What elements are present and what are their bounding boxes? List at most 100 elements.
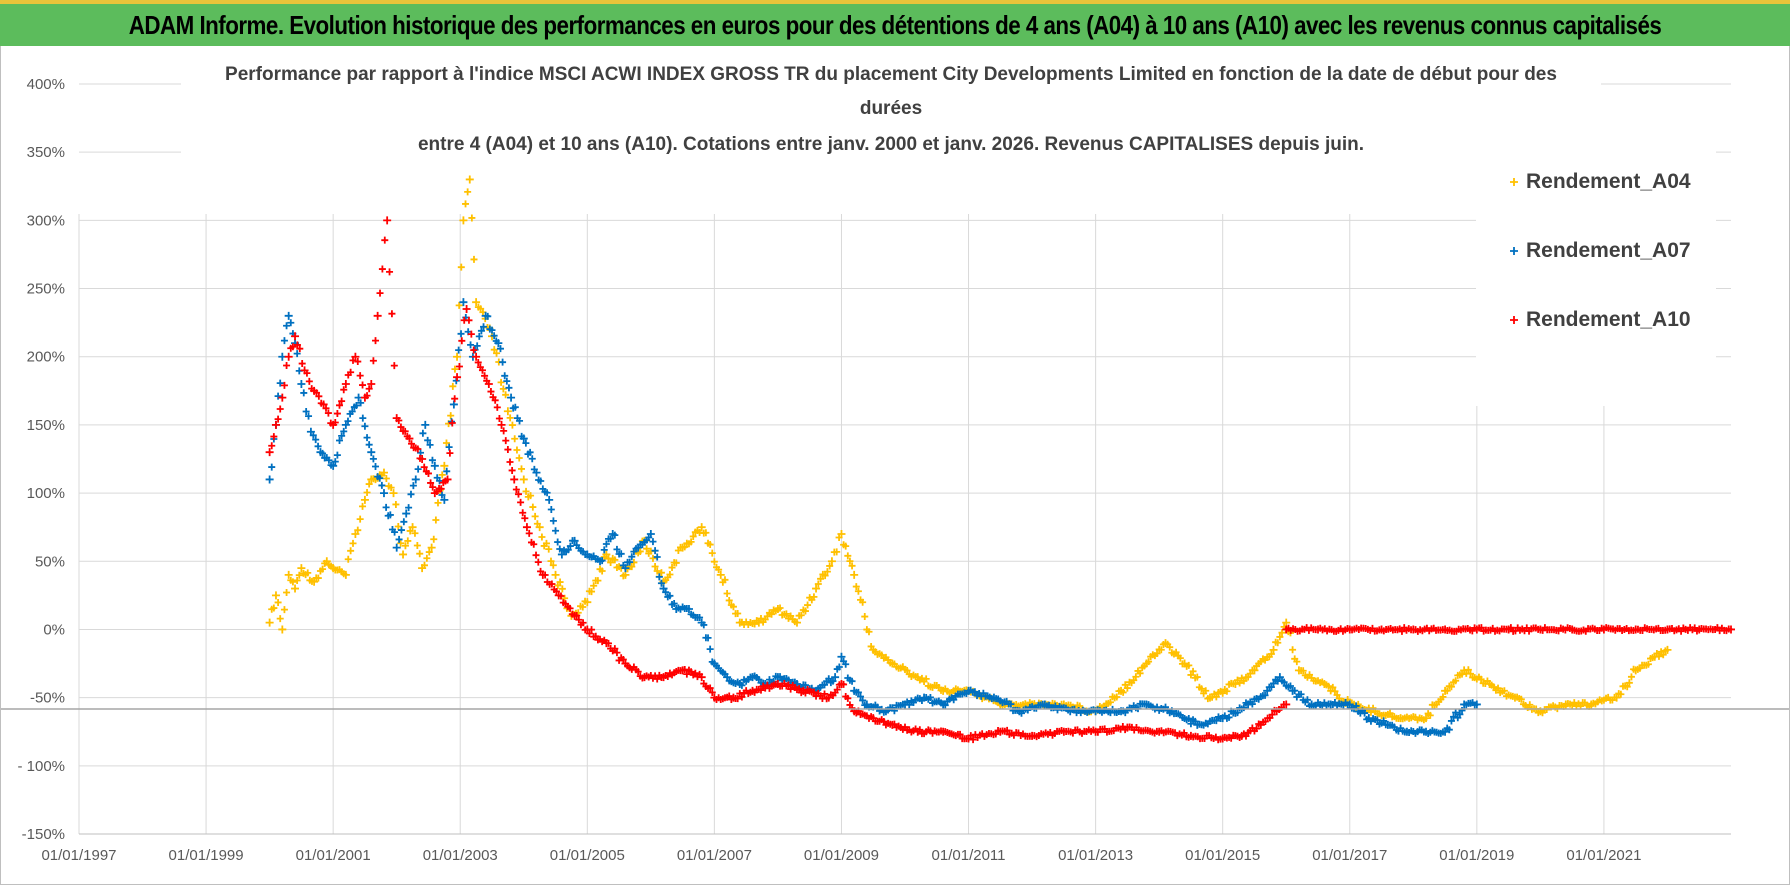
data-point: [763, 612, 771, 620]
data-point: [621, 564, 630, 573]
data-point: [683, 670, 691, 678]
data-point: [554, 538, 562, 546]
data-point: [643, 545, 651, 553]
data-point: [621, 570, 630, 579]
data-point: [504, 446, 512, 454]
data-point: [1373, 716, 1381, 724]
data-point: [283, 362, 291, 370]
data-point: [659, 584, 668, 593]
data-point: [424, 436, 432, 444]
data-point: [493, 403, 501, 411]
data-point: [508, 421, 516, 429]
data-point: [401, 542, 409, 550]
data-point: [276, 379, 284, 387]
data-point: [607, 559, 615, 567]
data-point: [333, 451, 341, 459]
data-point: [668, 564, 676, 572]
data-point: [1293, 658, 1301, 666]
data-point: [451, 395, 459, 403]
data-point: [305, 412, 313, 420]
data-point: [496, 345, 504, 353]
x-tick-label: 01/01/2001: [296, 847, 371, 864]
data-point: [628, 553, 636, 561]
data-point: [467, 330, 475, 338]
data-point: [617, 550, 625, 558]
data-point: [1234, 709, 1242, 717]
x-tick-label: 01/01/1997: [41, 847, 116, 864]
data-point: [1280, 678, 1288, 686]
data-point: [1644, 660, 1652, 668]
data-point: [306, 427, 315, 436]
data-point: [734, 610, 742, 618]
data-point: [611, 645, 619, 653]
data-point: [971, 688, 979, 696]
data-point: [1219, 689, 1227, 697]
data-point: [1441, 727, 1450, 736]
data-point: [284, 352, 293, 361]
data-point: [500, 427, 508, 435]
data-point: [477, 327, 485, 335]
data-point: [532, 551, 540, 559]
data-point: [280, 606, 288, 614]
data-point: [1106, 698, 1114, 706]
data-point: [1286, 682, 1294, 690]
data-point: [710, 558, 718, 566]
data-point: [706, 645, 714, 653]
data-point: [537, 477, 545, 485]
data-point: [351, 530, 360, 538]
data-point: [865, 628, 873, 636]
data-point: [1236, 679, 1244, 687]
data-point: [302, 407, 310, 415]
data-point: [438, 471, 446, 479]
data-point: [276, 405, 284, 413]
data-point: [414, 445, 422, 453]
data-point: [265, 475, 274, 484]
data-point: [459, 216, 468, 225]
data-point: [670, 600, 678, 608]
data-point: [305, 377, 313, 385]
data-point: [602, 540, 610, 548]
data-point: [287, 319, 295, 327]
data-point: [378, 265, 386, 273]
data-point: [424, 469, 432, 477]
data-point: [1231, 680, 1240, 688]
data-point: [1003, 726, 1011, 734]
y-tick-label: 300%: [27, 212, 65, 229]
data-point: [499, 358, 507, 366]
y-tick-label: 350%: [27, 144, 65, 161]
data-point: [467, 341, 475, 349]
data-point: [365, 441, 373, 449]
data-point: [426, 441, 434, 449]
data-point: [662, 588, 670, 596]
data-point: [405, 504, 413, 512]
data-point: [528, 455, 536, 463]
data-point: [518, 465, 525, 473]
data-point: [440, 495, 449, 504]
data-point: [556, 545, 564, 553]
data-point: [392, 543, 401, 552]
data-point: [905, 701, 913, 709]
data-point: [357, 399, 365, 407]
data-point: [1477, 675, 1485, 683]
data-point: [1627, 673, 1635, 681]
data-point: [1291, 687, 1299, 695]
data-point: [672, 559, 680, 567]
data-point: [363, 392, 371, 400]
data-point: [557, 550, 566, 559]
data-point: [666, 571, 674, 579]
data-point: [387, 484, 395, 492]
data-point: [457, 330, 465, 338]
data-point: [457, 263, 465, 271]
data-point: [407, 490, 415, 498]
data-point: [1439, 693, 1447, 701]
data-point: [300, 389, 308, 397]
data-point: [903, 667, 911, 675]
data-point: [369, 455, 377, 463]
data-point: [646, 530, 655, 538]
data-point: [558, 585, 566, 593]
data-point: [291, 332, 300, 341]
y-tick-label: 100%: [27, 485, 65, 502]
data-point: [293, 576, 301, 584]
data-point: [515, 454, 523, 462]
data-point: [427, 479, 435, 487]
